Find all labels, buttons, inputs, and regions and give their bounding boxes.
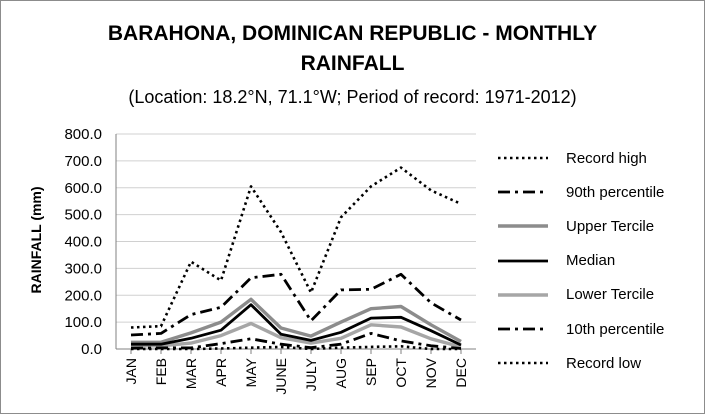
legend-label: Upper Tercile [566,217,655,235]
y-tick-label: 700.0 [64,153,102,170]
x-tick-label: MAR [183,358,199,389]
legend-swatch [498,327,548,331]
legend-label: Median [566,252,616,270]
x-tick-label: JAN [123,358,139,384]
legend-label: 10th percentile [566,320,665,338]
legend-label: Record high [566,149,647,167]
chart-title: BARAHONA, DOMINICAN REPUBLIC - MONTHLY R… [1,19,704,79]
y-tick-label: 600.0 [64,180,102,197]
x-tick-label: FEB [153,358,169,385]
y-tick-label: 800.0 [64,126,102,143]
legend-item: 10th percentile [497,318,702,340]
legend-label: Record low [566,354,642,372]
x-tick-label: APR [213,358,229,387]
y-tick-label: 300.0 [64,260,102,277]
legend-swatch [498,224,548,229]
x-tick-label: AUG [333,358,349,388]
legend-swatch [498,190,548,194]
y-tick-label: 200.0 [64,287,102,304]
x-tick-label: SEP [363,358,379,386]
series-line-median [131,303,462,347]
legend-item: Median [497,250,702,272]
chart-title-line-1: BARAHONA, DOMINICAN REPUBLIC - MONTHLY [107,22,598,45]
series-line-upper-tercile [131,297,462,344]
series-line-lower-tercile [131,321,462,349]
y-axis-label: RAINFALL (mm) [28,186,44,293]
x-tick-label: MAY [243,357,259,387]
legend-swatch [498,361,548,365]
legend-swatch [498,156,548,160]
chart-subtitle: (Location: 18.2°N, 71.1°W; Period of rec… [128,87,577,107]
legend-item: 90th percentile [497,181,702,203]
legend-label: 90th percentile [566,183,665,201]
y-tick-label: 400.0 [64,234,102,251]
chart-legend: Record high 90th percentile Upper Tercile M… [497,147,702,385]
y-tick-label: 0.0 [81,341,102,358]
x-tick-label: NOV [423,357,439,388]
x-tick-label: DEC [453,358,469,388]
legend-item: Lower Tercile [497,284,702,306]
legend-swatch [498,259,548,262]
series-line-90th-percentile [130,272,462,337]
legend-swatch [498,293,548,297]
series-line-record-low [131,344,461,351]
legend-item: Upper Tercile [497,215,702,237]
legend-item: Record high [497,147,702,169]
x-tick-label: JUNE [273,358,289,395]
y-tick-label: 500.0 [64,207,102,224]
legend-item: Record low [497,352,702,374]
series-line-record-high [130,166,462,329]
x-tick-label: OCT [393,358,409,388]
y-tick-label: 100.0 [64,314,102,331]
chart-title-line-2: RAINFALL [300,52,405,75]
x-tick-label: JULY [303,357,319,391]
legend-label: Lower Tercile [566,286,655,304]
